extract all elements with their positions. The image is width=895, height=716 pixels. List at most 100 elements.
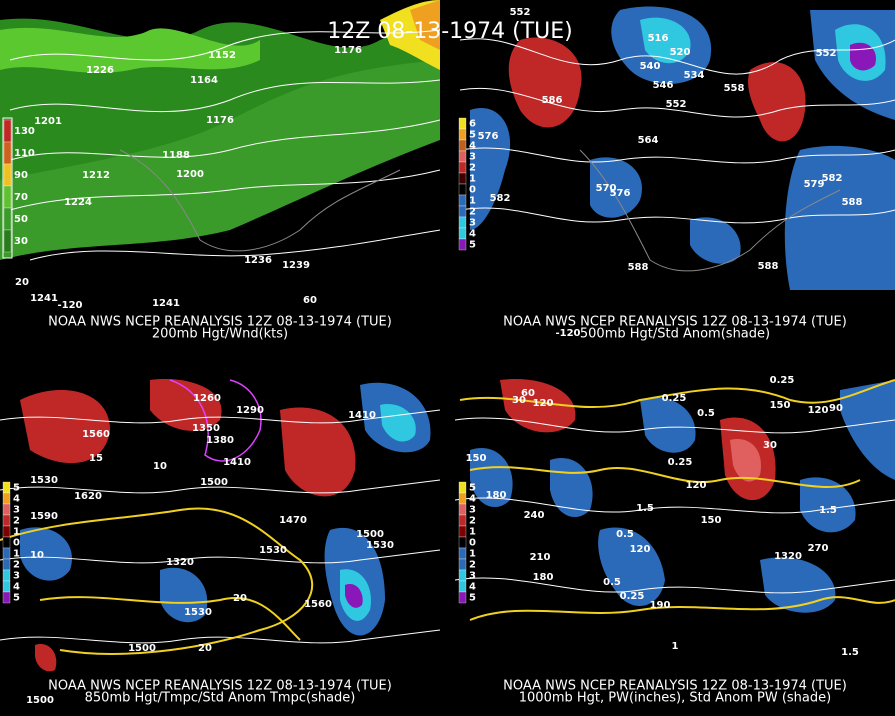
legend-swatch <box>458 503 467 516</box>
pw-contour <box>459 379 895 408</box>
contour-label: 520 <box>670 47 691 58</box>
legend-swatch <box>2 481 11 494</box>
contour-label: 60 <box>521 388 535 399</box>
contour-label: 1530 <box>259 545 287 556</box>
legend-swatch <box>2 525 11 538</box>
legend-label: 1 <box>13 527 20 538</box>
caption: NOAA NWS NCEP REANALYSIS 12Z 08-13-1974 … <box>503 679 847 694</box>
legend-label: 3 <box>469 505 476 516</box>
contour-label: 1188 <box>162 150 190 161</box>
legend-swatch <box>458 172 467 185</box>
contour-label: 1236 <box>244 255 272 266</box>
contour-label: 1320 <box>166 557 194 568</box>
contour-label: 1200 <box>176 169 204 180</box>
legend-swatch <box>458 150 467 163</box>
legend-frame <box>2 117 13 259</box>
separator <box>440 0 454 716</box>
legend-swatch <box>3 207 12 231</box>
subtitle: 1000mb Hgt, PW(inches), Std Anom PW (sha… <box>519 691 831 706</box>
contour-label: 1590 <box>30 511 58 522</box>
legend-label: 3 <box>13 505 20 516</box>
contour-label: 0.25 <box>620 591 645 602</box>
contour-label: 588 <box>758 261 779 272</box>
contour-label: 576 <box>478 131 499 142</box>
contour-label: 576 <box>610 188 631 199</box>
legend-swatch <box>2 514 11 527</box>
contour-label: 1241 <box>152 298 180 309</box>
anomaly-shade <box>640 397 696 453</box>
contour-label: 1224 <box>64 197 92 208</box>
contour-label: 20 <box>233 593 247 604</box>
contour-label: 1470 <box>279 515 307 526</box>
anomaly-shade <box>380 404 416 442</box>
legend-swatch <box>458 216 467 229</box>
contour-label: 1620 <box>74 491 102 502</box>
contour-label: 0.25 <box>668 457 693 468</box>
contour-label: 1530 <box>366 540 394 551</box>
legend-swatch <box>458 569 467 582</box>
anomaly-shade <box>760 557 836 613</box>
contour-label: 0.25 <box>770 375 795 386</box>
legend-swatch <box>2 536 11 549</box>
contour <box>0 629 441 644</box>
legend-label: 2 <box>469 163 476 174</box>
legend-swatch <box>458 128 467 141</box>
contour-label: 1176 <box>334 45 362 56</box>
contour-label: 1226 <box>86 65 114 76</box>
contour-label: 552 <box>666 99 687 110</box>
contour-label: 552 <box>816 48 837 59</box>
legend-label: 2 <box>469 516 476 527</box>
contour-label: 1164 <box>190 75 218 86</box>
legend-label: 5 <box>13 593 20 604</box>
anomaly-shade <box>280 407 356 497</box>
contour <box>454 497 895 514</box>
legend-swatch <box>2 503 11 516</box>
contour-label: 1201 <box>34 116 62 127</box>
contour-label: 0.5 <box>697 408 715 419</box>
contour-label: 1380 <box>206 435 234 446</box>
legend-label: 2 <box>13 560 20 571</box>
contour-label: 1.5 <box>841 647 859 658</box>
panel-1000mb <box>454 379 895 621</box>
contour-label: 1 <box>672 641 679 652</box>
contour-label: 0.5 <box>616 529 634 540</box>
contour-label: 120 <box>533 398 554 409</box>
legend-label: 1 <box>13 549 20 560</box>
legend-swatch <box>458 117 467 130</box>
contour-label: 15 <box>89 453 103 464</box>
legend-label: 4 <box>13 494 20 505</box>
contour <box>459 207 895 224</box>
contour <box>9 29 441 61</box>
contour-label: 1410 <box>348 410 376 421</box>
contour-label: 20 <box>198 643 212 654</box>
contour-label: 582 <box>822 173 843 184</box>
legend-swatch <box>2 492 11 505</box>
contour-label: 60 <box>303 295 317 306</box>
contour-label: 1239 <box>282 260 310 271</box>
legend-swatch <box>3 185 12 209</box>
legend-label: 2 <box>469 560 476 571</box>
contour-label: 1241 <box>30 293 58 304</box>
legend-swatch <box>2 580 11 593</box>
contour-label: 120 <box>808 405 829 416</box>
legend-swatch <box>458 558 467 571</box>
subtitle: 500mb Hgt/Std Anom(shade) <box>580 327 770 342</box>
legend-label: 4 <box>469 229 476 240</box>
anomaly-shade <box>748 62 806 142</box>
anomaly-shade <box>160 567 208 623</box>
contour-label: 1350 <box>192 423 220 434</box>
subtitle: 200mb Hgt/Wnd(kts) <box>152 327 288 342</box>
legend-swatch <box>458 481 467 494</box>
caption: NOAA NWS NCEP REANALYSIS 12Z 08-13-1974 … <box>503 315 847 330</box>
legend-label: 30 <box>14 236 28 247</box>
wind-shade <box>0 60 440 260</box>
legend-swatch <box>2 591 11 604</box>
legend-label: 130 <box>14 126 35 137</box>
legend-swatch <box>458 205 467 218</box>
legend-label: 3 <box>469 218 476 229</box>
contour-label: 1152 <box>208 50 236 61</box>
legend-swatch <box>458 580 467 593</box>
map-title: 12Z 08-13-1974 (TUE) <box>327 19 573 44</box>
contour-label: -120 <box>555 328 580 339</box>
contour-label: 1530 <box>184 607 212 618</box>
